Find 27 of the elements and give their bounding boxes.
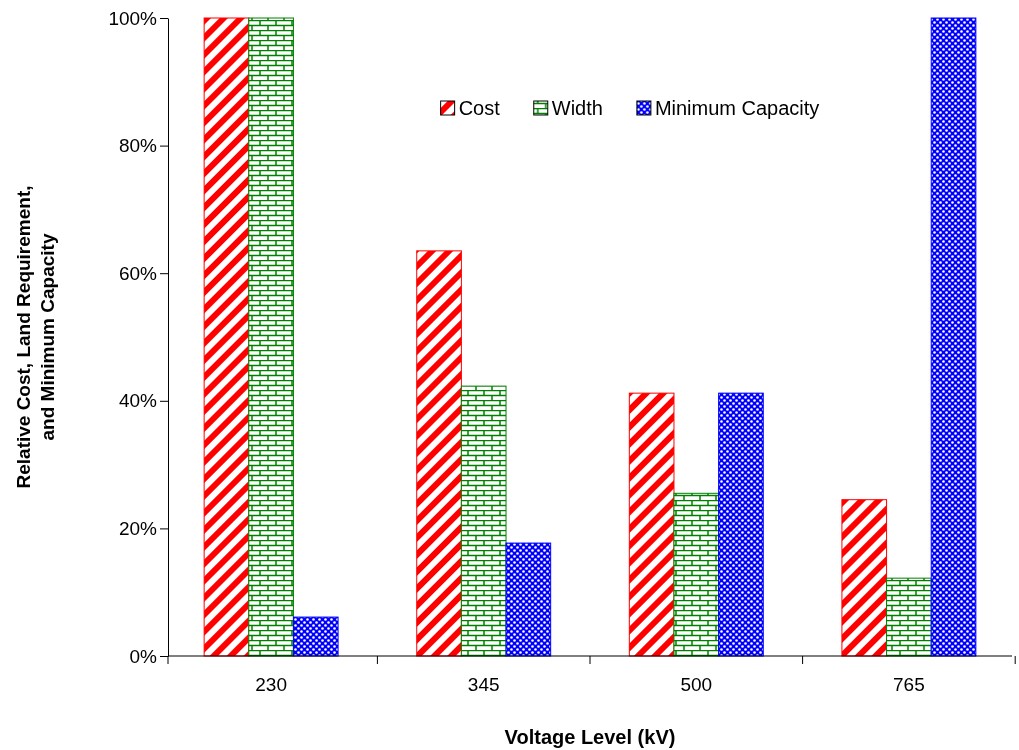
bar (248, 17, 294, 657)
y-tick-label: 0% (129, 645, 158, 667)
x-tick-label: 230 (255, 674, 287, 696)
x-axis-title: Voltage Level (kV) (504, 726, 676, 748)
bar (416, 250, 462, 657)
bar (930, 17, 977, 657)
legend-label: Width (551, 97, 603, 119)
y-tick-label: 40% (118, 390, 158, 412)
bar (628, 392, 675, 657)
bar (460, 385, 507, 657)
bar (718, 392, 764, 657)
y-tick-label: 80% (118, 135, 158, 157)
y-tick-label: 60% (118, 262, 158, 284)
x-tick-label: 345 (467, 674, 500, 696)
x-tick-label: 500 (680, 674, 713, 696)
y-tick-label: 100% (108, 7, 158, 29)
bar (841, 499, 888, 657)
bar (886, 577, 932, 657)
bar (505, 542, 552, 657)
bar (203, 17, 250, 657)
bar (292, 616, 339, 657)
legend-label: Cost (458, 97, 501, 119)
y-axis-title: Relative Cost, Land Requirement, and Minimum Capacity (13, 185, 58, 489)
x-tick-label: 765 (893, 674, 925, 696)
legend-label: Minimum Capacity (654, 97, 820, 119)
y-tick-label: 20% (118, 517, 158, 539)
bar (673, 492, 720, 657)
